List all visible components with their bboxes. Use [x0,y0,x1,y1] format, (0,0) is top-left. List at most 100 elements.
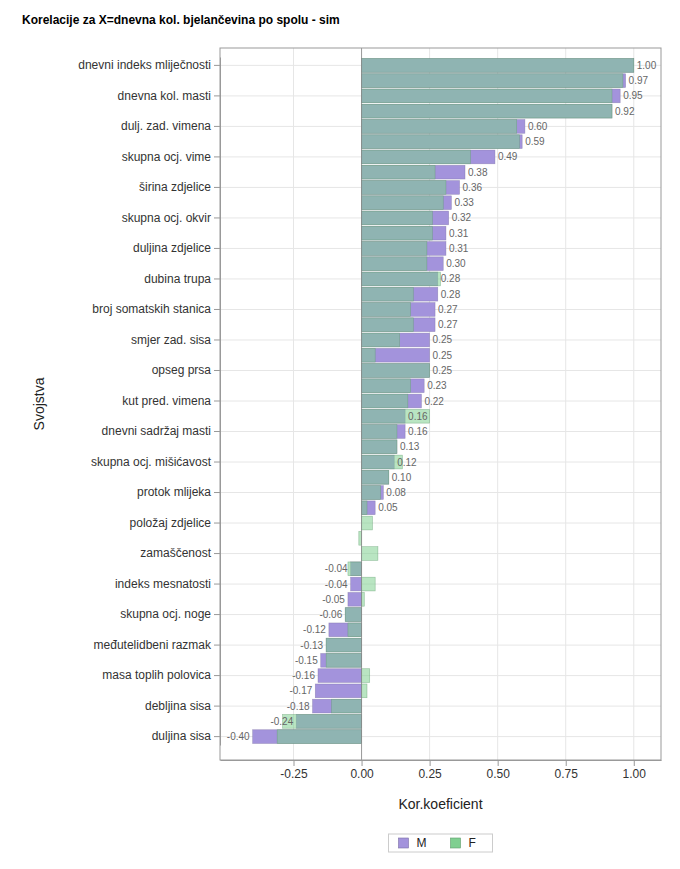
bar [362,409,430,423]
x-tick-label: 0.00 [350,767,374,781]
data-label: 0.49 [498,151,518,162]
y-tick-mark [214,736,220,737]
bar [362,348,376,362]
grid [220,48,661,760]
x-tick-mark [498,760,499,766]
y-tick-mark [214,462,220,463]
data-label: 0.32 [452,212,472,223]
bar [362,104,612,118]
y-tick: debljina sisa [145,699,220,713]
bar [362,196,444,210]
bar [362,303,411,317]
y-tick-mark [214,614,220,615]
grid-line [220,553,661,554]
data-label: -0.04 [325,579,348,590]
bar [362,196,452,210]
data-label: 0.22 [424,396,444,407]
bar [362,135,523,149]
bar [351,577,362,591]
bar [315,684,361,698]
y-axis-line [220,58,221,746]
y-tick-label: dnevna kol. masti [118,89,211,103]
bar [362,501,376,515]
bar [326,653,361,667]
bar [283,714,362,728]
bar [313,699,362,713]
bar [362,120,525,134]
data-label: 0.31 [449,243,469,254]
bar [362,226,433,240]
y-tick: položaj zdjelice [130,516,220,530]
y-tick-label: masa toplih polovica [102,668,211,682]
y-tick-label: dulj. zad. vimena [121,119,211,133]
bar [362,150,495,164]
y-tick-mark [214,706,220,707]
bar [362,287,414,301]
bar [362,226,446,240]
bar [362,257,444,271]
bars [253,59,634,744]
bar [277,730,361,744]
data-label: -0.18 [287,701,310,712]
bar [362,333,430,347]
y-tick: indeks mesnatosti [115,577,220,591]
data-label: -0.40 [227,731,250,742]
grid-line [220,584,661,585]
data-label: -0.04 [325,563,348,574]
y-tick-label: duljina sisa [152,729,212,743]
y-tick: dulj. zad. vimena [121,119,220,133]
data-label: 0.23 [427,380,447,391]
y-tick-mark [214,401,220,402]
y-tick-label: kut pred. vimena [122,394,211,408]
x-tick-mark [634,760,635,766]
y-axis-title: Svojstva [31,377,47,430]
data-label: 0.25 [433,365,453,376]
bar [362,135,520,149]
y-tick-label: širina zdjelice [139,180,211,194]
x-tick-label: 0.25 [418,767,442,781]
grid-line [220,462,661,463]
y-tick-mark [214,309,220,310]
bar [362,440,397,454]
y-axis: dnevni indeks mliječnostidnevna kol. mas… [78,58,220,746]
y-tick: masa toplih polovica [102,668,220,682]
data-label: -0.06 [319,609,342,620]
data-label: -0.24 [270,716,293,727]
y-tick: dnevni sadržaj masti [102,424,220,438]
data-label: 0.28 [441,289,461,300]
bar [345,608,361,622]
bar [362,577,376,591]
bar [329,623,362,637]
bar [362,150,471,164]
data-label: 0.05 [378,502,398,513]
series-M [253,59,634,744]
y-tick: broj somatskih stanica [92,302,220,316]
y-tick: skupna ocj. noge [120,607,220,621]
bar [362,242,427,256]
bar [362,257,427,271]
data-label: 0.12 [397,457,417,468]
y-tick-label: duljina zdjelice [133,241,211,255]
x-tick-label: 0.50 [486,767,510,781]
bar [348,623,362,637]
data-label: 0.92 [615,106,635,117]
bar [362,211,433,225]
y-tick: duljina zdjelice [133,241,220,255]
bar [348,562,362,576]
y-tick-label: skupna ocj. vime [122,150,212,164]
bar [362,181,460,195]
data-label: 0.97 [629,75,649,86]
x-tick: 0.50 [486,760,510,781]
bar [362,89,612,103]
bar [362,379,425,393]
bar [362,425,397,439]
y-tick: dubina trupa [144,272,220,286]
bar [362,592,365,606]
zero-line [361,48,362,760]
y-tick: širina zdjelice [139,180,220,194]
bar [362,303,436,317]
series-F [277,59,634,744]
x-tick-label: -0.25 [280,767,308,781]
data-label: 0.25 [433,350,453,361]
bar [362,165,465,179]
